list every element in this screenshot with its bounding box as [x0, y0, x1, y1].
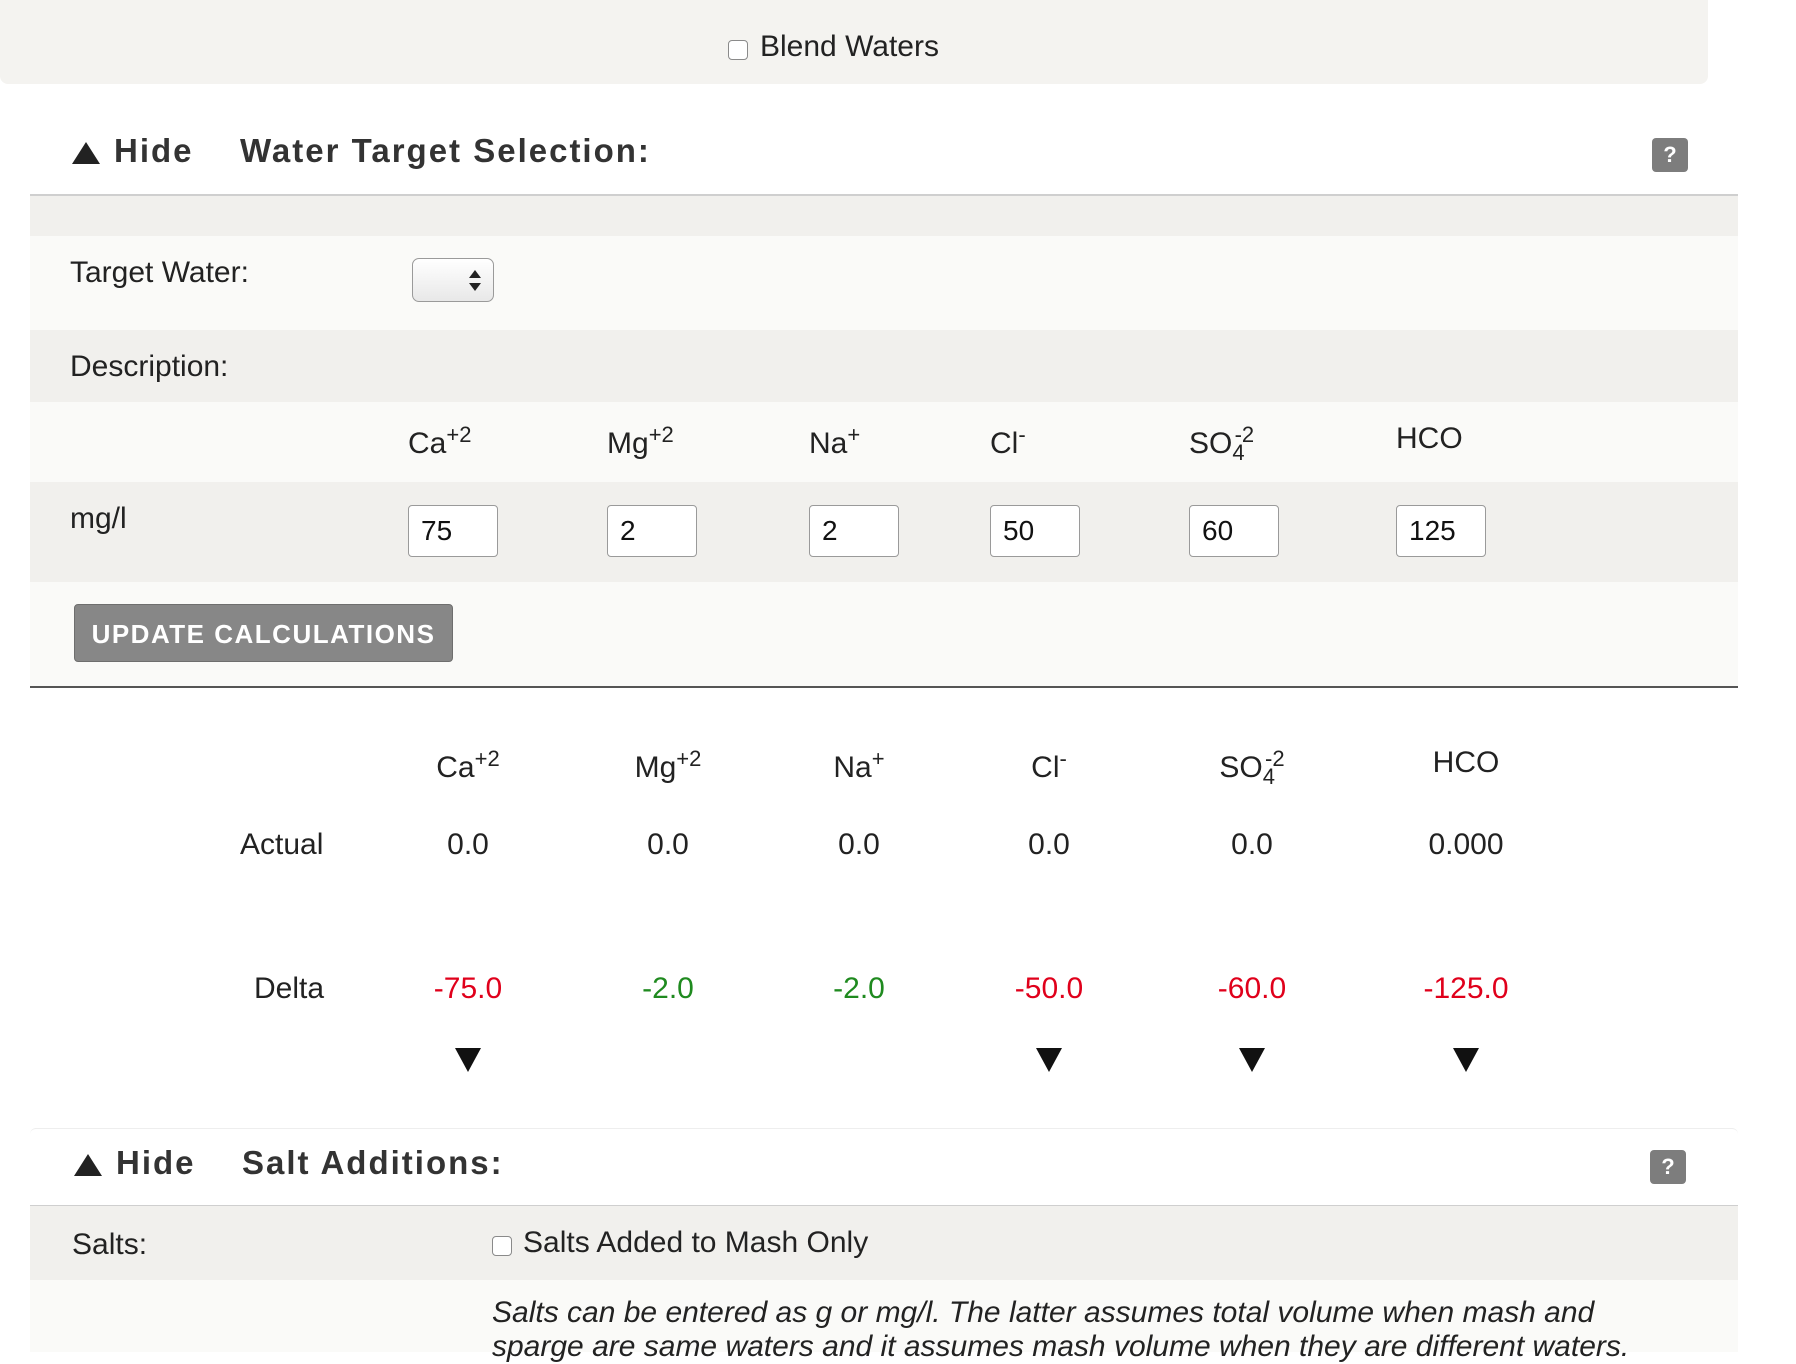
ion-header-ca: Ca+2 — [408, 422, 472, 460]
delta-label: Delta — [254, 972, 325, 1005]
hide-salt-additions-toggle[interactable]: Hide — [116, 1144, 196, 1181]
salts-mash-only-checkbox[interactable] — [492, 1236, 512, 1256]
ion-header-na: Na+ — [809, 422, 861, 460]
salt-additions-header — [30, 1128, 1738, 1207]
salts-note-text: Salts can be entered as g or mg/l. The l… — [492, 1296, 1630, 1363]
ion-header-hco: HCO — [1396, 422, 1463, 455]
update-calculations-button[interactable]: UPDATE CALCULATIONS — [74, 604, 453, 662]
actual-ca: 0.0 — [447, 828, 489, 861]
delta-ca: -75.0 — [433, 972, 503, 1005]
target-water-select[interactable] — [412, 258, 494, 302]
result-header-mg: Mg+2 — [634, 746, 702, 784]
water-target-header — [30, 104, 1738, 196]
select-up-arrow-icon — [469, 270, 481, 278]
blend-waters-checkbox[interactable] — [728, 40, 748, 60]
unit-label: mg/l — [70, 502, 127, 535]
salt-additions-title: Salt Additions: — [242, 1144, 504, 1181]
blend-waters-label: Blend Waters — [760, 30, 939, 63]
delta-ca-down-icon — [455, 1048, 481, 1072]
cl-input[interactable]: 50 — [990, 505, 1080, 557]
delta-so4: -60.0 — [1217, 972, 1287, 1005]
spacer-band — [30, 196, 1738, 236]
result-header-hco: HCO — [1432, 746, 1500, 779]
hco-input[interactable]: 125 — [1396, 505, 1486, 557]
actual-so4: 0.0 — [1231, 828, 1273, 861]
ion-header-mg: Mg+2 — [607, 422, 674, 460]
section-divider — [30, 686, 1738, 688]
blend-waters-panel — [0, 0, 1708, 84]
delta-mg: -2.0 — [642, 972, 694, 1005]
salts-row — [30, 1206, 1738, 1280]
actual-label: Actual — [240, 828, 324, 861]
target-water-label: Target Water: — [70, 256, 249, 289]
delta-cl-down-icon — [1036, 1048, 1062, 1072]
water-target-title: Water Target Selection: — [240, 132, 651, 169]
delta-cl: -50.0 — [1014, 972, 1084, 1005]
actual-mg: 0.0 — [647, 828, 689, 861]
target-water-row — [30, 236, 1738, 330]
hide-triangle-icon[interactable] — [72, 142, 100, 164]
hide-water-target-toggle[interactable]: Hide — [114, 132, 194, 169]
water-target-help-button[interactable]: ? — [1652, 138, 1688, 172]
description-row — [30, 330, 1738, 402]
ion-header-row — [30, 402, 1738, 482]
result-header-ca: Ca+2 — [436, 746, 500, 784]
delta-hco: -125.0 — [1423, 972, 1509, 1005]
delta-na: -2.0 — [833, 972, 885, 1005]
salts-note-row — [30, 1280, 1738, 1352]
actual-na: 0.0 — [838, 828, 880, 861]
salt-additions-help-button[interactable]: ? — [1650, 1150, 1686, 1184]
mg-input[interactable]: 2 — [607, 505, 697, 557]
actual-hco: 0.000 — [1428, 828, 1504, 861]
delta-so4-down-icon — [1239, 1048, 1265, 1072]
result-header-so4: SO4-2 — [1219, 746, 1285, 789]
ion-header-so4: SO4-2 — [1189, 422, 1255, 465]
result-header-cl: Cl- — [1031, 746, 1067, 784]
delta-hco-down-icon — [1453, 1048, 1479, 1072]
na-input[interactable]: 2 — [809, 505, 899, 557]
description-label: Description: — [70, 350, 229, 383]
ca-input[interactable]: 75 — [408, 505, 498, 557]
ion-header-cl: Cl- — [990, 422, 1026, 460]
actual-cl: 0.0 — [1028, 828, 1070, 861]
so4-input[interactable]: 60 — [1189, 505, 1279, 557]
hide-salt-triangle-icon[interactable] — [74, 1154, 102, 1176]
salts-label: Salts: — [72, 1228, 148, 1261]
select-down-arrow-icon — [469, 283, 481, 291]
salts-mash-only-label: Salts Added to Mash Only — [523, 1226, 869, 1259]
result-header-na: Na+ — [833, 746, 885, 784]
